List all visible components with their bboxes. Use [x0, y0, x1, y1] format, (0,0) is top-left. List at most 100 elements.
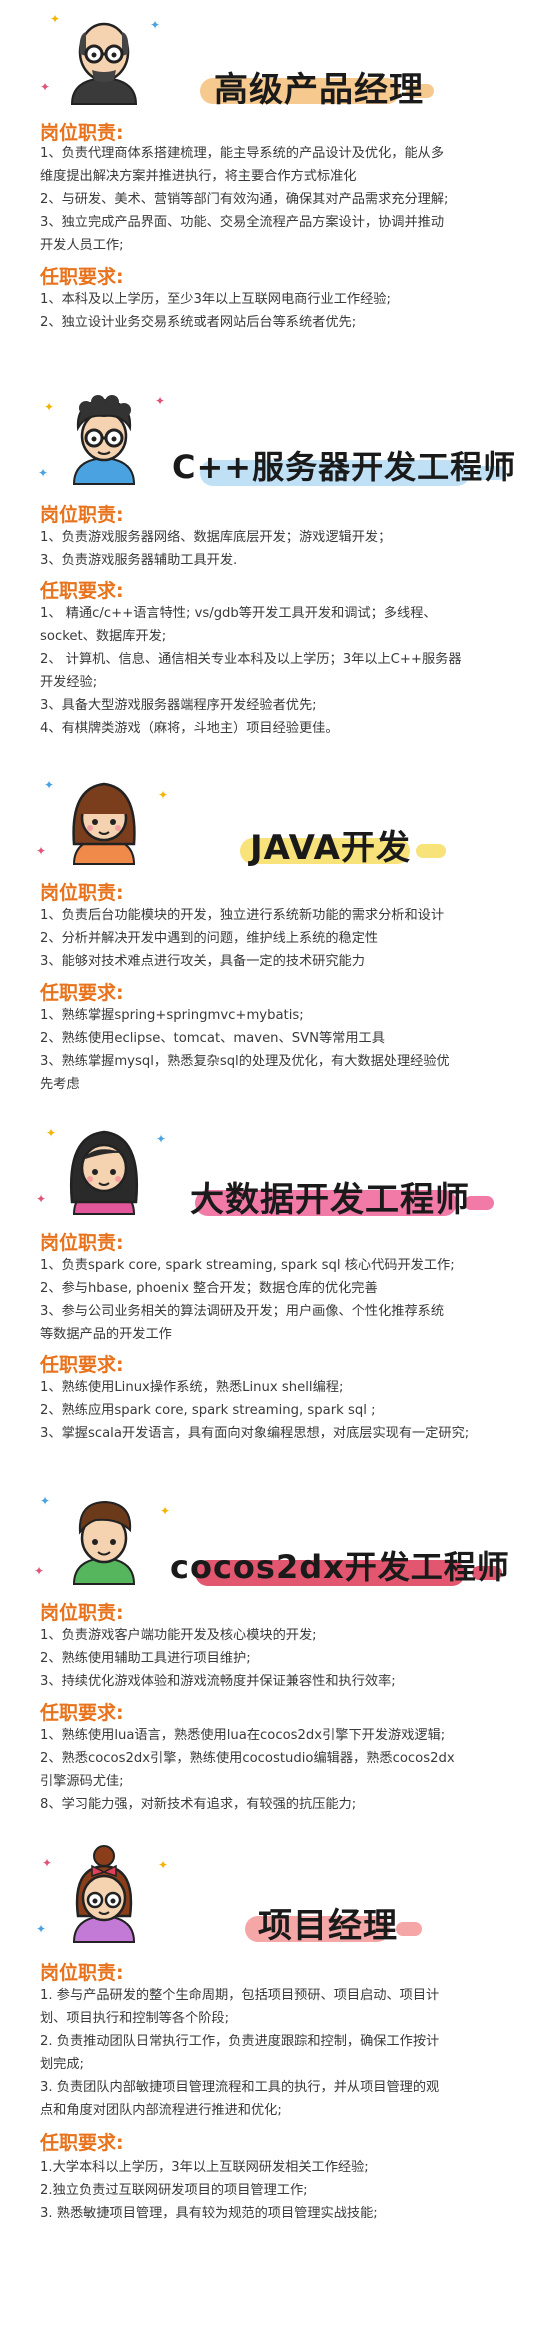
job-header: ✦ ✦ ✦ 高级产品经理 — [0, 0, 550, 112]
requirements-label: 任职要求: — [40, 1354, 124, 1376]
job-header: ✦ ✦ ✦ 大数据开发工程师 — [0, 1110, 550, 1222]
requirement-line: 1.大学本科以上学历，3年以上互联网研发相关工作经验; — [40, 2160, 369, 2175]
duty-line: 划完成; — [40, 2057, 85, 2072]
job-title: 高级产品经理 — [214, 70, 424, 110]
requirement-line: 4、有棋牌类游戏（麻将，斗地主）项目经验更佳。 — [40, 721, 339, 736]
duty-line: 2、参与hbase, phoenix 整合开发；数据仓库的优化完善 — [40, 1281, 378, 1296]
job-section-project-manager: ✦ ✦ ✦ 项目经理 岗位职责: 1. 参与产品研发的整个生命周期，包括项目预研… — [0, 1838, 550, 2221]
requirement-line: 先考虑 — [40, 1077, 80, 1092]
requirement-line: 2、 计算机、信息、通信相关专业本科及以上学历；3年以上C++服务器 — [40, 652, 462, 667]
requirements-label: 任职要求: — [40, 1702, 124, 1724]
requirement-line: socket、数据库开发; — [40, 629, 167, 644]
duties-label: 岗位职责: — [40, 1232, 124, 1254]
requirement-line: 8、学习能力强，对新技术有追求，有较强的抗压能力; — [40, 1797, 357, 1812]
duties-label: 岗位职责: — [40, 1602, 124, 1624]
duties-label: 岗位职责: — [40, 1962, 124, 1984]
duty-line: 3、能够对技术难点进行攻关，具备一定的技术研究能力 — [40, 954, 365, 969]
title-highlight-band — [464, 1196, 494, 1210]
requirement-line: 2、熟练应用spark core, spark streaming, spark… — [40, 1403, 376, 1418]
requirement-line: 2.独立负责过互联网研发项目的项目管理工作; — [40, 2183, 308, 2198]
job-header: ✦ ✦ ✦ C++服务器开发工程师 — [0, 380, 550, 492]
title-highlight-band — [396, 1922, 422, 1936]
title-highlight-band — [195, 1560, 465, 1586]
job-section-cpp-server-engineer: ✦ ✦ ✦ C++服务器开发工程师 岗位职责: 1、负责游戏服务器网络、数据库底… — [0, 380, 550, 736]
duties-label: 岗位职责: — [40, 504, 124, 526]
requirements-label: 任职要求: — [40, 982, 124, 1004]
requirement-line: 3、掌握scala开发语言，具有面向对象编程思想，对底层实现有一定研究; — [40, 1426, 470, 1441]
requirement-line: 2、熟悉cocos2dx引擎，熟练使用cocostudio编辑器，熟悉cocos… — [40, 1751, 455, 1766]
young-man-green-shirt-icon — [72, 1500, 136, 1585]
sparkle-icon: ✦ — [155, 394, 166, 408]
duty-line: 点和角度对团队内部流程进行推进和优化; — [40, 2103, 282, 2118]
duty-line: 2、与研发、美术、营销等部门有效沟通，确保其对产品需求充分理解; — [40, 192, 449, 207]
job-section-java-developer: ✦ ✦ ✦ JAVA开发 岗位职责: 1、负责后台功能模块的开发，独立进行系统新… — [0, 760, 550, 1092]
title-highlight-band — [476, 466, 506, 480]
job-title: 项目经理 — [258, 1906, 398, 1946]
requirement-line: 1、 精通c/c++语言特性; vs/gdb等开发工具开发和调试；多线程、 — [40, 606, 437, 621]
sparkle-icon: ✦ — [36, 1192, 47, 1206]
job-header: ✦ ✦ ✦ cocos2dx开发工程师 — [0, 1480, 550, 1592]
sparkle-icon: ✦ — [44, 778, 55, 792]
title-highlight-band — [406, 84, 434, 98]
job-title: 大数据开发工程师 — [190, 1180, 470, 1220]
job-section-cocos2dx-engineer: ✦ ✦ ✦ cocos2dx开发工程师 岗位职责: 1、负责游戏客户端功能开发及… — [0, 1480, 550, 1812]
requirements-label: 任职要求: — [40, 580, 124, 602]
duty-line: 3. 负责团队内部敏捷项目管理流程和工具的执行，并从项目管理的观 — [40, 2080, 440, 2095]
job-section-big-data-engineer: ✦ ✦ ✦ 大数据开发工程师 岗位职责: 1、负责spark core, spa… — [0, 1110, 550, 1441]
requirement-line: 1、熟练使用lua语言，熟悉使用lua在cocos2dx引擎下开发游戏逻辑; — [40, 1728, 446, 1743]
job-header: ✦ ✦ ✦ 项目经理 — [0, 1838, 550, 1950]
duties-label: 岗位职责: — [40, 882, 124, 904]
sparkle-icon: ✦ — [40, 1494, 51, 1508]
job-title: C++服务器开发工程师 — [172, 448, 517, 486]
duties-label: 岗位职责: — [40, 122, 124, 144]
sparkle-icon: ✦ — [36, 844, 47, 858]
girl-with-bun-and-bow-icon — [72, 1845, 136, 1943]
duty-line: 1、负责后台功能模块的开发，独立进行系统新功能的需求分析和设计 — [40, 908, 445, 923]
duty-line: 3、持续优化游戏体验和游戏流畅度并保证兼容性和执行效率; — [40, 1674, 396, 1689]
girl-with-long-hair-icon — [69, 1130, 139, 1215]
duty-line: 1. 参与产品研发的整个生命周期，包括项目预研、项目启动、项目计 — [40, 1988, 440, 2003]
job-section-senior-product-manager: ✦ ✦ ✦ 高级产品经理 岗位职责: 1、负责代理商体系搭建梳理，能主导系统的产… — [0, 0, 550, 330]
title-highlight-band — [195, 1190, 457, 1216]
sparkle-icon: ✦ — [158, 788, 169, 802]
sparkle-icon: ✦ — [156, 1132, 167, 1146]
requirement-line: 开发经验; — [40, 675, 98, 690]
duty-line: 开发人员工作; — [40, 238, 124, 253]
sparkle-icon: ✦ — [50, 12, 61, 26]
sparkle-icon: ✦ — [160, 1504, 171, 1518]
bald-man-with-glasses-icon — [64, 14, 144, 105]
requirement-line: 2、独立设计业务交易系统或者网站后台等系统者优先; — [40, 315, 357, 330]
duty-line: 维度提出解决方案并推进执行，将主要合作方式标准化 — [40, 169, 357, 184]
duty-line: 3、参与公司业务相关的算法调研及开发；用户画像、个性化推荐系统 — [40, 1304, 445, 1319]
requirement-line: 1、熟练使用Linux操作系统，熟悉Linux shell编程; — [40, 1380, 344, 1395]
duty-line: 1、负责游戏服务器网络、数据库底层开发；游戏逻辑开发； — [40, 530, 392, 545]
requirement-line: 引擎源码尤佳; — [40, 1774, 124, 1789]
requirement-line: 3、具备大型游戏服务器端程序开发经验者优先; — [40, 698, 317, 713]
job-header: ✦ ✦ ✦ JAVA开发 — [0, 760, 550, 872]
sparkle-icon: ✦ — [38, 466, 49, 480]
girl-with-bangs-icon — [72, 782, 136, 865]
duty-line: 2、分析并解决开发中遇到的问题，维护线上系统的稳定性 — [40, 931, 379, 946]
requirement-line: 3、熟练掌握mysql，熟悉复杂sql的处理及优化，有大数据处理经验优 — [40, 1054, 450, 1069]
duty-line: 2. 负责推动团队日常执行工作，负责进度跟踪和控制，确保工作按计 — [40, 2034, 440, 2049]
duty-line: 划、项目执行和控制等各个阶段; — [40, 2011, 230, 2026]
sparkle-icon: ✦ — [40, 80, 51, 94]
title-highlight-band — [245, 1916, 390, 1942]
duty-line: 1、负责代理商体系搭建梳理，能主导系统的产品设计及优化，能从多 — [40, 146, 445, 161]
requirement-line: 3. 熟悉敏捷项目管理，具有较为规范的项目管理实战技能; — [40, 2206, 378, 2221]
sparkle-icon: ✦ — [158, 1858, 169, 1872]
title-highlight-band — [240, 838, 410, 864]
duty-line: 3、独立完成产品界面、功能、交易全流程产品方案设计，协调并推动 — [40, 215, 445, 230]
requirement-line: 1、熟练掌握spring+springmvc+mybatis; — [40, 1008, 304, 1023]
sparkle-icon: ✦ — [150, 18, 161, 32]
requirement-line: 1、本科及以上学历，至少3年以上互联网电商行业工作经验; — [40, 292, 391, 307]
title-highlight-band — [200, 460, 470, 486]
job-title: JAVA开发 — [250, 828, 411, 868]
job-title: cocos2dx开发工程师 — [170, 1548, 510, 1586]
sparkle-icon: ✦ — [34, 1564, 45, 1578]
sparkle-icon: ✦ — [36, 1922, 47, 1936]
requirement-line: 2、熟练使用eclipse、tomcat、maven、SVN等常用工具 — [40, 1031, 385, 1046]
curly-hair-man-with-glasses-icon — [72, 395, 136, 485]
sparkle-icon: ✦ — [44, 400, 55, 414]
title-highlight-band — [200, 78, 400, 104]
